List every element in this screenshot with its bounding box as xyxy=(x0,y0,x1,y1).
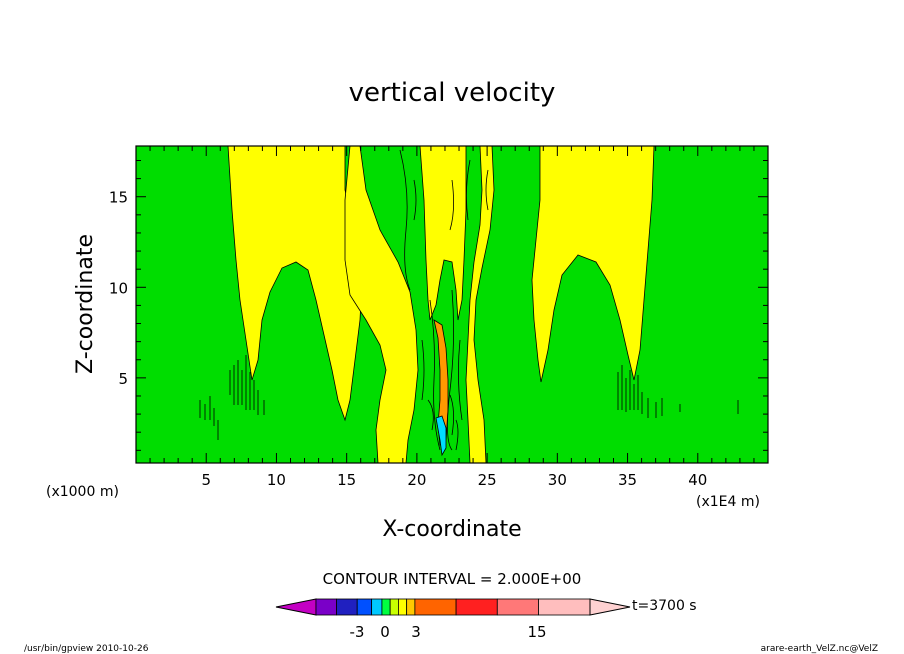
colorbar-label: 3 xyxy=(411,623,421,641)
footer-left: /usr/bin/gpview 2010-10-26 xyxy=(24,644,149,654)
colorbar-labels: -3 0 3 15 xyxy=(350,623,547,641)
colorbar-cell xyxy=(538,598,591,616)
colorbar-label: -3 xyxy=(350,623,365,641)
colorbar-cell xyxy=(496,598,539,616)
colorbar-cell xyxy=(398,598,408,616)
colorbar-cell xyxy=(406,598,416,616)
contour-region-core-yellow xyxy=(419,145,467,321)
x-tick-label: 30 xyxy=(548,471,567,489)
chart-title: vertical velocity xyxy=(349,78,556,108)
colorbar-label: 15 xyxy=(527,623,546,641)
colorbar-arrow-low xyxy=(275,598,317,616)
x-tick-label: 15 xyxy=(337,471,356,489)
colorbar-label: 0 xyxy=(380,623,390,641)
x-unit-right: (x1E4 m) xyxy=(696,494,760,510)
y-tick-label: 5 xyxy=(118,370,128,388)
colorbar-cell xyxy=(414,598,457,616)
colorbar-cell xyxy=(381,598,391,616)
contour-region-right-arch xyxy=(531,145,655,383)
x-axis-label: X-coordinate xyxy=(382,517,521,542)
contour-region-core-blue xyxy=(435,415,447,457)
contour-interval: CONTOUR INTERVAL = 2.000E+00 xyxy=(323,570,582,588)
y-axis-label: Z-coordinate xyxy=(73,234,98,374)
axis-ticks xyxy=(136,146,768,463)
x-tick-labels: 5 10 15 20 25 30 35 40 xyxy=(201,471,707,489)
colorbar-cell xyxy=(389,598,399,616)
y-tick-label: 15 xyxy=(109,189,128,207)
y-tick-label: 10 xyxy=(109,279,128,297)
footer-right: arare-earth_VelZ.nc@VelZ xyxy=(761,644,878,654)
y-tick-labels: 5 10 15 xyxy=(109,189,128,388)
colorbar-arrow-high xyxy=(589,598,631,616)
colorbar-cell xyxy=(315,598,338,616)
x-tick-label: 25 xyxy=(478,471,497,489)
colorbar-cell xyxy=(336,598,358,616)
x-unit-left: (x1000 m) xyxy=(46,484,119,500)
x-tick-label: 40 xyxy=(688,471,707,489)
plot-area xyxy=(136,145,768,464)
x-tick-label: 5 xyxy=(201,471,211,489)
x-tick-label: 10 xyxy=(267,471,286,489)
colorbar-cell xyxy=(356,598,373,616)
colorbar-cell xyxy=(455,598,498,616)
colorbar xyxy=(275,598,631,616)
x-tick-label: 35 xyxy=(618,471,637,489)
plot-frame xyxy=(135,145,769,464)
contour-lines xyxy=(199,149,739,451)
time-label: t=3700 s xyxy=(632,598,697,614)
colorbar-cell xyxy=(371,598,383,616)
x-tick-label: 20 xyxy=(407,471,426,489)
